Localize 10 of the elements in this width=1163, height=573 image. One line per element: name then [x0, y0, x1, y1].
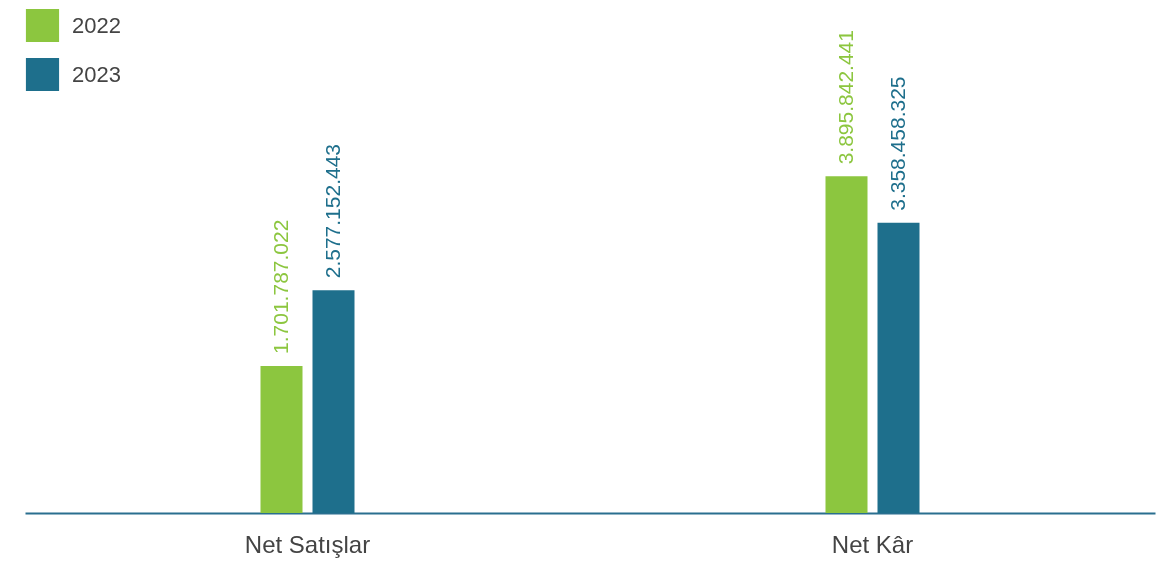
data-label: 1.701.787.022: [268, 219, 292, 354]
data-label: 3.358.458.325: [885, 76, 909, 211]
data-label: 2.577.152.443: [320, 143, 344, 279]
data-label: 3.895.842.441: [833, 30, 857, 165]
bar: [825, 176, 868, 513]
bar: [260, 365, 303, 513]
legend-label: 2022: [72, 12, 121, 38]
x-tick-label: Net Satışlar: [244, 530, 371, 558]
x-tick-label: Net Kâr: [831, 530, 914, 558]
legend-label: 2023: [72, 61, 121, 87]
